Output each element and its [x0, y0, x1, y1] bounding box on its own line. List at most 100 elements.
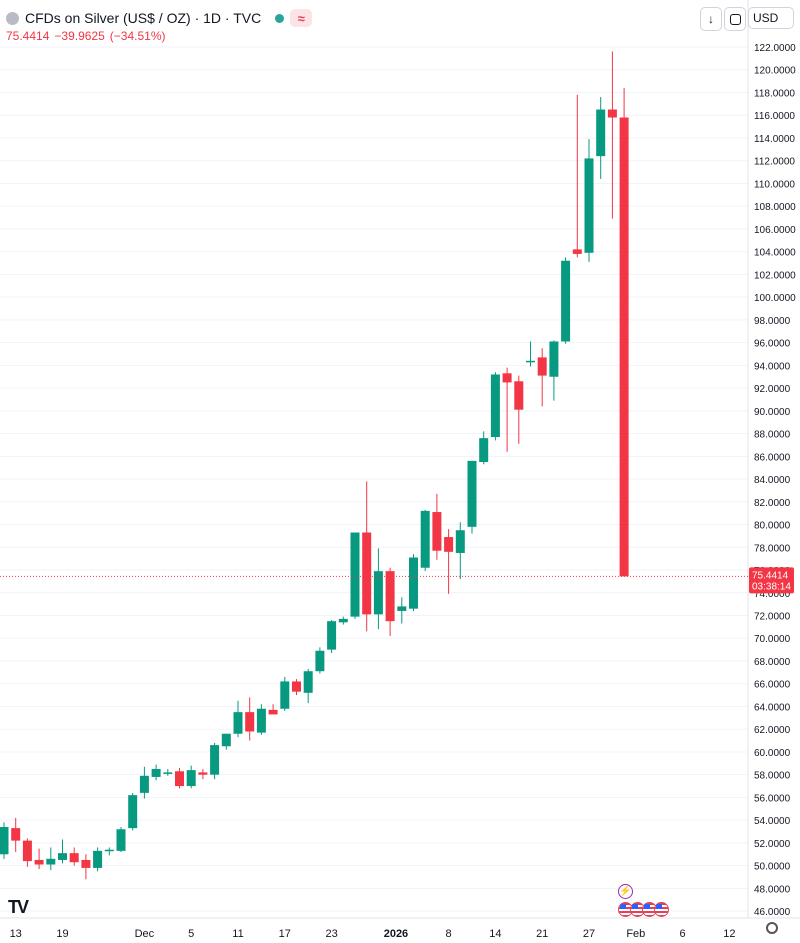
candles: [0, 51, 629, 880]
download-button[interactable]: ↓: [700, 7, 722, 31]
candle-up: [409, 554, 418, 611]
price-axis[interactable]: 46.0000 48.0000 50.0000 52.0000 54.0000 56.00…: [754, 43, 796, 918]
y-tick-label: 108.0000: [754, 202, 796, 213]
candle-body: [210, 745, 220, 775]
x-tick-label: 5: [188, 928, 194, 940]
settings-gear-icon[interactable]: [766, 922, 778, 934]
symbol-title[interactable]: CFDs on Silver (US$ / OZ) · 1D · TVC: [25, 10, 262, 26]
price-summary: 75.4414 −39.9625 (−34.51%): [6, 29, 165, 43]
candle-body: [58, 853, 67, 860]
candle-up: [338, 616, 348, 625]
y-tick-label: 78.0000: [754, 543, 791, 554]
fullscreen-button[interactable]: [724, 7, 746, 31]
candle-body: [362, 532, 372, 615]
currency-button[interactable]: USD: [748, 7, 794, 29]
candle-down: [514, 375, 524, 444]
candle-body: [397, 606, 407, 611]
wave-icon[interactable]: ≈: [290, 9, 313, 27]
candle-body: [46, 858, 56, 865]
candle-up: [420, 509, 430, 572]
candle-up: [373, 548, 383, 630]
y-tick-label: 94.0000: [754, 361, 791, 372]
candle-up: [93, 847, 103, 872]
market-status-icon[interactable]: [275, 13, 285, 23]
candle-down: [607, 51, 617, 219]
download-icon: ↓: [708, 12, 714, 26]
y-tick-label: 46.0000: [754, 907, 791, 918]
candle-body: [490, 374, 500, 437]
y-tick-label: 80.0000: [754, 521, 791, 532]
candle-body: [526, 360, 535, 363]
candle-body: [549, 341, 559, 377]
candle-body: [151, 768, 161, 777]
event-lightning-icon[interactable]: ⚡: [618, 884, 633, 899]
y-tick-label: 50.0000: [754, 862, 791, 873]
candle-down: [81, 854, 91, 880]
candle-body: [128, 795, 138, 829]
candle-body: [292, 681, 301, 692]
candle-body: [198, 772, 208, 775]
candle-body: [116, 829, 126, 851]
candle-down: [619, 87, 629, 577]
candle-body: [186, 770, 196, 787]
candle-up: [104, 847, 114, 856]
candle-down: [268, 704, 278, 715]
candle-down: [245, 697, 255, 741]
y-tick-label: 70.0000: [754, 634, 791, 645]
candle-up: [549, 340, 559, 401]
candle-down: [69, 847, 79, 866]
y-tick-label: 96.0000: [754, 339, 791, 350]
last-price-label: 75.4414: [752, 570, 789, 581]
candle-up: [561, 257, 571, 344]
candle-body: [280, 681, 290, 709]
candle-body: [350, 532, 360, 617]
time-axis[interactable]: 13 19 Dec 5 11 17 23 2026 8 14 21 27 Feb 6 12: [10, 928, 736, 940]
y-tick-label: 74.0000: [754, 589, 791, 600]
current-price: 75.4414: [6, 29, 50, 43]
x-tick-label: 6: [680, 928, 686, 940]
x-tick-label: 11: [232, 928, 243, 940]
candle-body: [502, 373, 512, 383]
y-tick-label: 98.0000: [754, 316, 791, 327]
candle-body: [81, 859, 91, 868]
candle-body: [139, 775, 149, 793]
us-flag-event-icon[interactable]: [642, 902, 657, 917]
candle-body: [619, 117, 629, 577]
candle-up: [256, 704, 266, 735]
x-tick-label: 2026: [384, 928, 408, 940]
candle-body: [104, 849, 114, 852]
candle-up: [467, 460, 477, 534]
y-tick-label: 72.0000: [754, 612, 791, 623]
candle-up: [128, 792, 138, 831]
candle-down: [362, 481, 372, 632]
candle-up: [455, 522, 465, 580]
candle-body: [338, 618, 348, 623]
candle-up: [58, 839, 67, 864]
y-tick-label: 120.0000: [754, 66, 796, 77]
candle-body: [245, 712, 255, 732]
us-flag-event-icon[interactable]: [654, 902, 669, 917]
candle-body: [34, 859, 44, 865]
candle-up: [46, 847, 56, 871]
chart-grid: [0, 46, 748, 912]
candle-up: [315, 647, 325, 674]
y-tick-label: 106.0000: [754, 225, 796, 236]
candle-body: [233, 712, 243, 734]
candle-up: [116, 826, 126, 852]
candle-body: [221, 733, 231, 747]
y-tick-label: 118.0000: [754, 88, 795, 99]
symbol-header[interactable]: CFDs on Silver (US$ / OZ) · 1D · TVC ≈: [6, 9, 313, 27]
candle-down: [432, 493, 442, 560]
x-tick-label: 13: [10, 928, 22, 940]
candle-up: [221, 733, 231, 750]
tradingview-logo-icon[interactable]: TV: [8, 897, 29, 917]
x-tick-label: 23: [325, 928, 337, 940]
candle-body: [607, 109, 617, 118]
candle-up: [210, 742, 220, 780]
candle-body: [373, 571, 383, 615]
candle-body: [455, 530, 465, 553]
candle-down: [34, 848, 44, 870]
x-tick-label: 8: [446, 928, 452, 940]
